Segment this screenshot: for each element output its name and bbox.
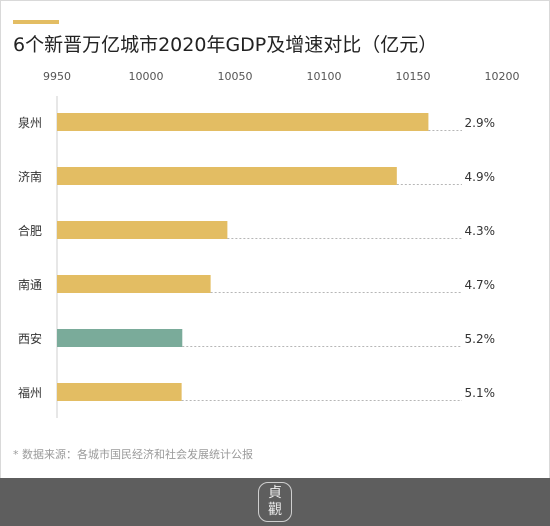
growth-rate-label: 2.9%: [465, 116, 496, 130]
footer-bar: [0, 478, 550, 526]
bar-南通: [57, 275, 211, 293]
x-tick-label: 10200: [485, 70, 520, 83]
growth-rate-label: 5.1%: [465, 386, 496, 400]
bar-济南: [57, 167, 397, 185]
category-label: 泉州: [18, 116, 42, 130]
bar-合肥: [57, 221, 228, 239]
growth-rate-label: 4.3%: [465, 224, 496, 238]
x-tick-label: 10050: [218, 70, 253, 83]
x-tick-label: 9950: [43, 70, 71, 83]
category-label: 南通: [18, 277, 42, 292]
bar-泉州: [57, 113, 429, 131]
growth-rate-label: 4.9%: [465, 170, 496, 184]
bar-西安: [57, 329, 183, 347]
category-label: 合肥: [18, 223, 42, 238]
x-tick-label: 10150: [396, 70, 431, 83]
x-axis-ticks: 9950 10000 10050 10100 10150 10200: [43, 70, 520, 83]
category-label: 福州: [18, 385, 42, 400]
chart-title: 6个新晋万亿城市2020年GDP及增速对比（亿元）: [13, 34, 438, 56]
growth-rate-label: 5.2%: [465, 332, 496, 346]
title-accent-bar: [13, 20, 59, 24]
bar-福州: [57, 383, 182, 401]
category-label: 西安: [18, 331, 42, 346]
x-tick-label: 10000: [129, 70, 164, 83]
brand-seal-logo: 貞觀: [258, 482, 292, 522]
data-source-note: * 数据来源：各城市国民经济和社会发展统计公报: [13, 448, 253, 461]
bars: 泉州 2.9% 济南 4.9% 合肥 4.3% 南通 4.7% 西安 5.2% 福州 5.1%: [18, 113, 495, 401]
x-tick-label: 10100: [307, 70, 342, 83]
category-label: 济南: [18, 169, 42, 184]
bar-chart: 9950 10000 10050 10100 10150 10200 泉州 2.9% 济南 4.…: [18, 70, 520, 418]
growth-rate-label: 4.7%: [465, 278, 496, 292]
